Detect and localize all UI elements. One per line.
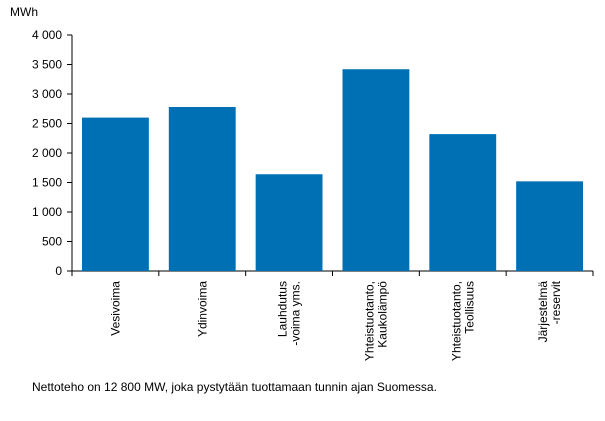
bar (255, 174, 323, 271)
category-label-line: -voima yms. (289, 281, 303, 346)
bar (168, 106, 236, 271)
y-tick-label: 3 500 (32, 58, 62, 72)
bar (429, 134, 497, 271)
y-tick-label: 2 500 (32, 117, 62, 131)
category-label-line: Yhteistuotanto, (362, 281, 376, 361)
category-label: Yhteistuotanto, Kaukolämpö (362, 281, 389, 361)
bar (516, 181, 584, 271)
x-axis (71, 270, 594, 276)
category-label: Järjestelmä -reservit (536, 280, 563, 342)
category-label: Vesivoima (108, 281, 122, 336)
category-label-line: -reservit (549, 280, 563, 324)
y-tick-label: 4 000 (32, 28, 62, 42)
footnote: Nettoteho on 12 800 MW, joka pystytään t… (32, 380, 437, 394)
bar (81, 117, 149, 271)
y-tick-label: 1 500 (32, 176, 62, 190)
category-label-line: Ydinvoima (195, 281, 209, 337)
category-label: Yhteistuotanto, Teollisuus (449, 281, 476, 361)
y-tick-label: 500 (42, 235, 62, 249)
y-tick-label: 1 000 (32, 205, 62, 219)
bars-group (81, 69, 584, 271)
y-axis: 0 500 1 000 1 500 2 000 2 500 3 000 3 500 4 000 (32, 28, 73, 278)
y-unit-label: MWh (10, 5, 38, 19)
y-tick-label: 3 000 (32, 87, 62, 101)
y-tick-label: 0 (55, 264, 62, 278)
category-label-line: Järjestelmä (536, 281, 550, 343)
category-label-line: Teollisuus (462, 281, 476, 334)
category-label: Ydinvoima (195, 281, 209, 337)
category-label: Lauhdutus -voima yms. (276, 281, 303, 346)
category-labels-group: Vesivoima Ydinvoima Lauhdutus -voima yms. Yh… (108, 280, 563, 361)
bar (342, 69, 410, 271)
category-label-line: Yhteistuotanto, (449, 281, 463, 361)
category-label-line: Lauhdutus (276, 281, 290, 337)
y-tick-label: 2 000 (32, 146, 62, 160)
category-label-line: Kaukolämpö (375, 281, 389, 348)
category-label-line: Vesivoima (108, 281, 122, 336)
